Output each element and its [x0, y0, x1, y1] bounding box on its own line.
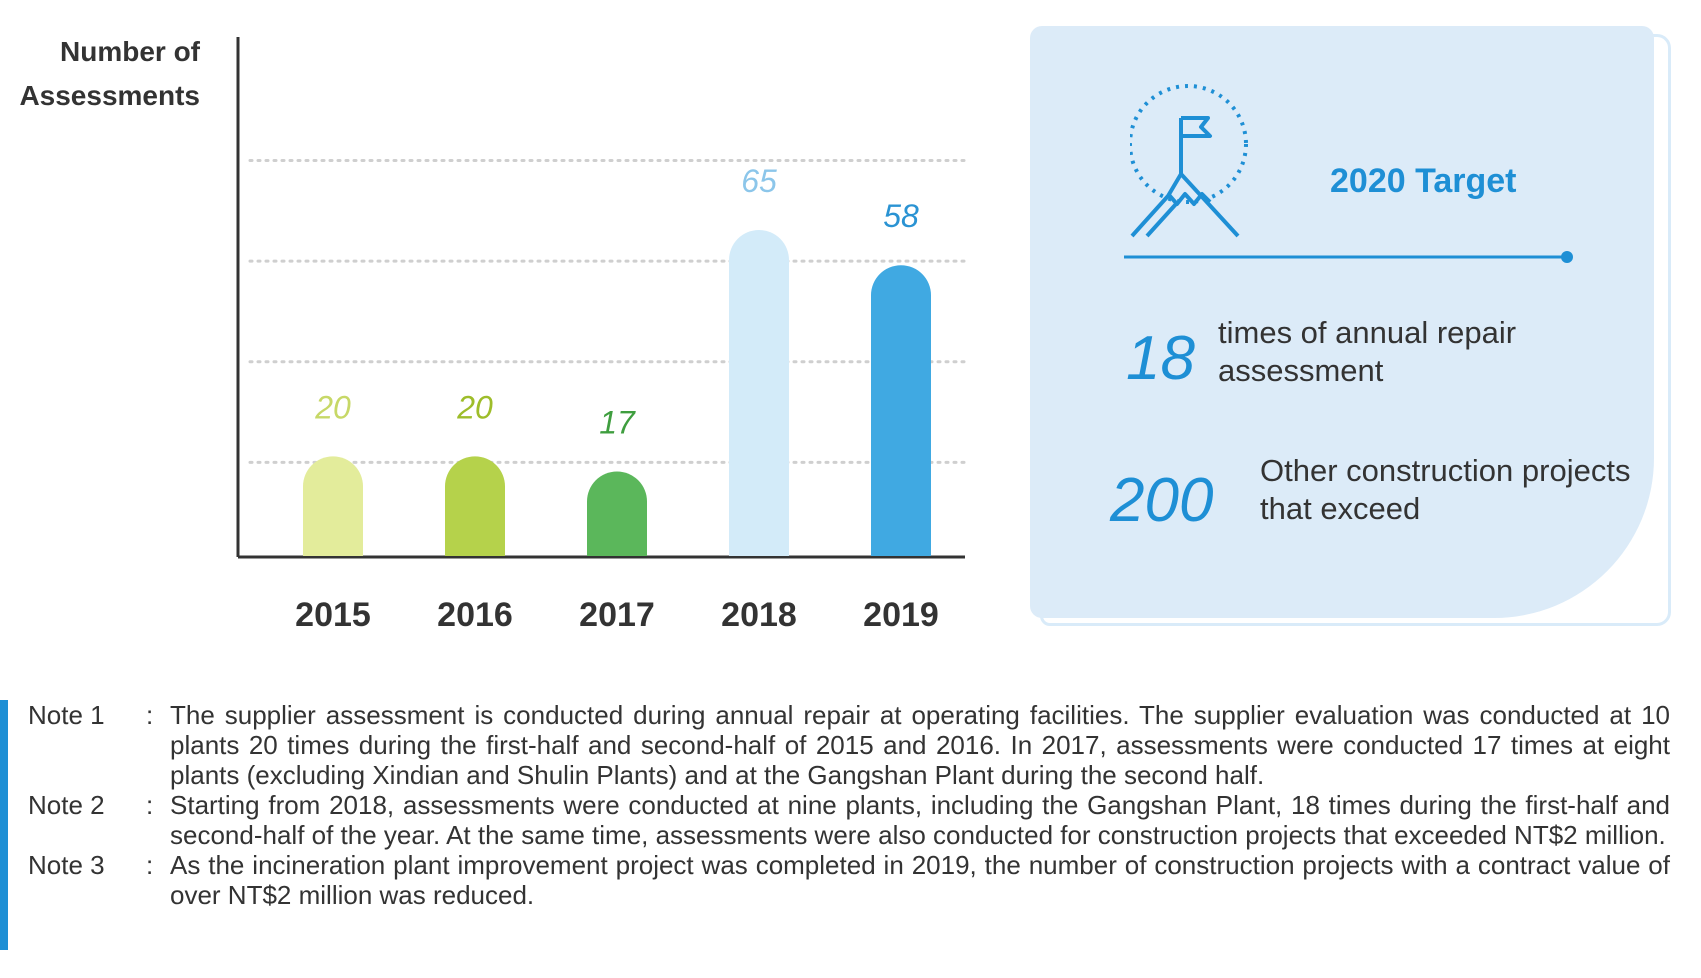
target-stat-text-1: times of annual repair assessment: [1218, 315, 1517, 388]
x-tick-label-2015: 2015: [295, 596, 371, 634]
bar-2016: [445, 456, 505, 556]
note-separator: :: [146, 790, 154, 820]
x-tick-label-2019: 2019: [863, 596, 939, 634]
note-separator: :: [146, 850, 154, 880]
data-label-2015: 20: [314, 389, 351, 425]
data-label-2016: 20: [456, 389, 493, 425]
notes-accent-bar: [0, 700, 8, 950]
y-axis-title-line-2: Assessments: [19, 80, 200, 111]
x-tick-label-2017: 2017: [579, 596, 655, 634]
y-axis-title: Number of Assessments: [0, 30, 200, 118]
bar-2017: [587, 471, 647, 556]
notes-section: Note 1 : The supplier assessment is cond…: [28, 700, 1700, 910]
note-2: Note 2 : Starting from 2018, assessments…: [28, 790, 1700, 850]
note-3: Note 3 : As the incineration plant impro…: [28, 850, 1700, 910]
note-1: Note 1 : The supplier assessment is cond…: [28, 700, 1700, 790]
note-label: Note 2: [28, 790, 105, 820]
mountain-flag-icon: [1130, 84, 1248, 238]
data-label-2019: 58: [883, 198, 919, 234]
target-stat-text-2: Other construction projects that exceed: [1260, 453, 1631, 526]
y-axis-title-line-1: Number of: [60, 36, 200, 67]
target-stat-number-2: 200: [1110, 466, 1214, 535]
note-text: As the incineration plant improvement pr…: [170, 850, 1670, 910]
bar-2019: [871, 265, 931, 556]
note-label: Note 3: [28, 850, 105, 880]
target-card: [1030, 26, 1654, 618]
target-title: 2020 Target: [1330, 162, 1517, 200]
note-label: Note 1: [28, 700, 105, 730]
note-text: Starting from 2018, assessments were con…: [170, 790, 1670, 850]
note-text: The supplier assessment is conducted dur…: [170, 700, 1670, 790]
target-stat-number-1: 18: [1126, 324, 1195, 393]
target-divider: [1124, 251, 1573, 263]
bar-chart: 20 2015 20 2016 17 2017 65 2018 58 2019: [236, 37, 967, 634]
data-label-2017: 17: [599, 404, 636, 440]
bar-2018: [729, 230, 789, 556]
x-tick-label-2016: 2016: [437, 596, 513, 634]
note-separator: :: [146, 700, 154, 730]
bar-2015: [303, 456, 363, 556]
data-label-2018: 65: [741, 163, 777, 199]
x-tick-label-2018: 2018: [721, 596, 797, 634]
